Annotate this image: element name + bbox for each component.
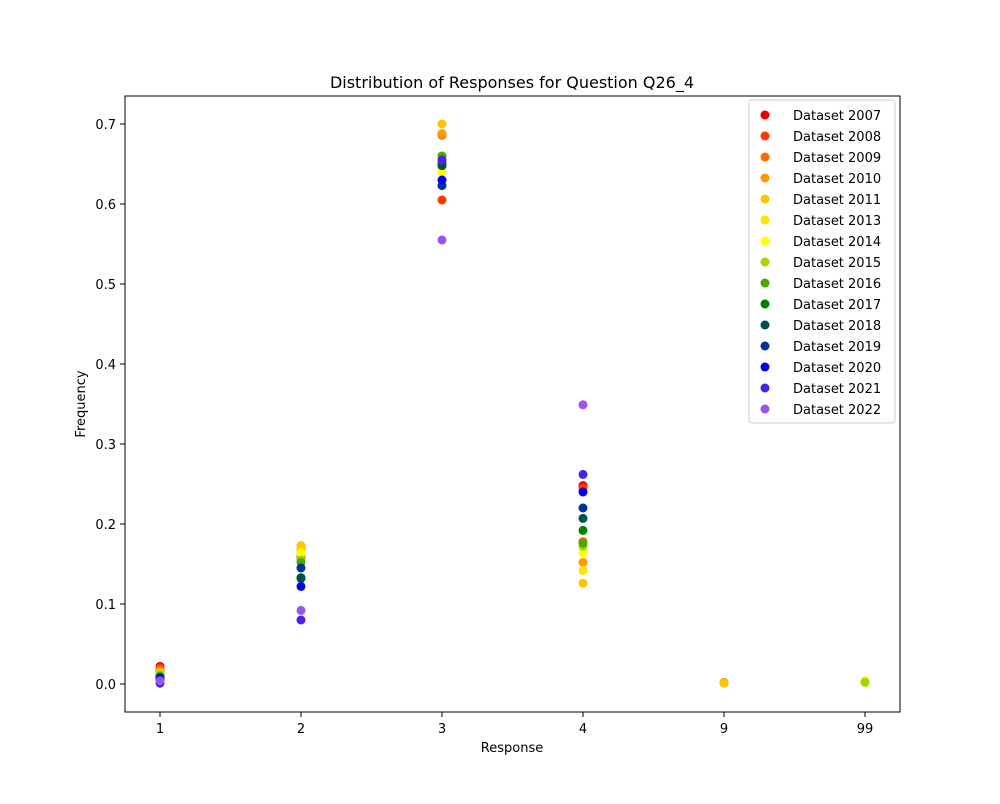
data-point (719, 678, 729, 688)
x-tick-label: 1 (156, 722, 164, 737)
plot-frame (124, 95, 901, 713)
legend-marker (760, 215, 770, 225)
data-point (860, 677, 870, 687)
legend-marker (760, 194, 770, 204)
x-tick-label: 3 (438, 722, 446, 737)
legend-marker (760, 362, 770, 372)
legend-marker (760, 320, 770, 330)
legend-entry: Dataset 2014 (793, 235, 881, 250)
legend-entry: Dataset 2007 (793, 109, 881, 124)
y-tick-label: 0.5 (95, 278, 116, 293)
y-tick-label: 0.3 (95, 438, 116, 453)
data-point (296, 573, 306, 583)
data-point (296, 549, 306, 559)
legend-box (748, 99, 896, 424)
data-point (437, 119, 447, 129)
data-point (437, 167, 447, 177)
legend: Dataset 2007 Dataset 2008 Dataset 2009 Data… (748, 99, 896, 424)
legend-marker (760, 278, 770, 288)
legend-entry: Dataset 2015 (793, 256, 881, 271)
x-tick-label: 9 (720, 722, 728, 737)
legend-entry: Dataset 2022 (793, 403, 881, 418)
data-point (437, 235, 447, 245)
data-point (296, 605, 306, 615)
data-point (578, 578, 588, 588)
legend-marker (760, 257, 770, 267)
chart-title: Distribution of Responses for Question Q… (330, 73, 694, 93)
data-point (437, 195, 447, 205)
data-point (578, 400, 588, 410)
legend-marker (760, 299, 770, 309)
data-point (296, 563, 306, 573)
data-point (437, 155, 447, 165)
data-point (296, 615, 306, 625)
y-axis-label: Frequency (74, 370, 89, 437)
legend-entry: Dataset 2018 (793, 319, 881, 334)
data-point (578, 565, 588, 575)
legend-marker (760, 383, 770, 393)
legend-entry: Dataset 2021 (793, 382, 881, 397)
legend-marker (760, 236, 770, 246)
data-point (578, 503, 588, 513)
data-point (578, 525, 588, 535)
y-tick-label: 0.4 (95, 358, 116, 373)
legend-marker (760, 152, 770, 162)
legend-marker (760, 131, 770, 141)
legend-entry: Dataset 2008 (793, 130, 881, 145)
legend-entry: Dataset 2010 (793, 172, 881, 187)
data-point (437, 129, 447, 139)
legend-marker (760, 404, 770, 414)
y-tick-label: 0.7 (95, 118, 116, 133)
y-tick-label: 0.2 (95, 518, 116, 533)
y-tick-label: 0.0 (95, 678, 116, 693)
data-point (578, 487, 588, 497)
y-axis: 0.0 0.1 0.2 0.3 0.4 0.5 0.6 0.7 (95, 118, 125, 693)
data-point (578, 538, 588, 548)
legend-marker (760, 173, 770, 183)
legend-entry: Dataset 2013 (793, 214, 881, 229)
data-point (578, 548, 588, 558)
legend-entry: Dataset 2016 (793, 277, 881, 292)
x-tick-label: 99 (857, 722, 874, 737)
data-point (155, 676, 165, 686)
data-point (578, 557, 588, 567)
legend-marker (760, 341, 770, 351)
x-tick-label: 2 (297, 722, 305, 737)
x-axis-label: Response (481, 741, 543, 756)
legend-entry: Dataset 2011 (793, 193, 881, 208)
x-tick-label: 4 (579, 722, 587, 737)
legend-entry: Dataset 2020 (793, 361, 881, 376)
legend-entry: Dataset 2017 (793, 298, 881, 313)
legend-entry: Dataset 2019 (793, 340, 881, 355)
legend-entry: Dataset 2009 (793, 151, 881, 166)
y-tick-label: 0.6 (95, 198, 116, 213)
data-point (296, 541, 306, 551)
data-points (155, 119, 870, 688)
data-point (578, 513, 588, 523)
data-point (437, 175, 447, 185)
y-tick-label: 0.1 (95, 598, 116, 613)
data-point (296, 581, 306, 591)
data-point (578, 469, 588, 479)
legend-marker (760, 110, 770, 120)
x-axis: 1 2 3 4 9 99 (156, 712, 873, 737)
